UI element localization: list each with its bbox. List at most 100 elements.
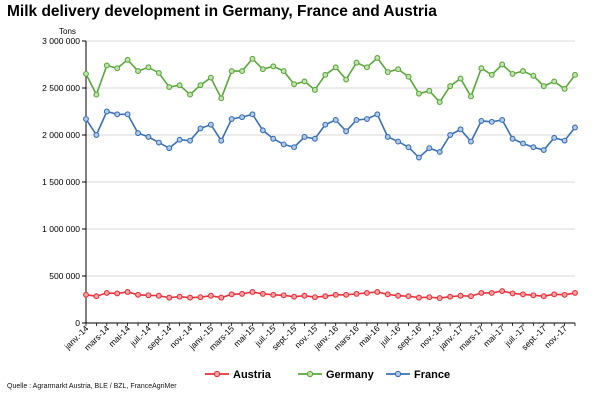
france-point xyxy=(540,147,547,153)
germany-point xyxy=(145,64,152,71)
austria-point xyxy=(124,289,131,295)
germany-point xyxy=(135,68,141,75)
y-tick-label: 500 000 xyxy=(49,271,80,281)
france-point xyxy=(197,125,204,132)
austria-point xyxy=(488,289,495,296)
austria-point xyxy=(540,293,547,300)
france-point xyxy=(114,111,121,118)
germany-point xyxy=(207,74,214,81)
germany-point xyxy=(551,78,558,85)
legend-label-austria: Austria xyxy=(233,369,272,381)
austria-point xyxy=(405,293,412,300)
austria-point xyxy=(176,293,183,300)
germany-point xyxy=(572,71,578,78)
france-point xyxy=(468,138,474,145)
austria-point xyxy=(145,292,152,299)
germany-point xyxy=(83,70,89,77)
germany-point xyxy=(468,93,474,100)
france-point xyxy=(447,132,454,138)
austria-point xyxy=(207,292,214,299)
france-point xyxy=(280,141,287,148)
france-point xyxy=(207,121,214,128)
austria-point xyxy=(395,292,402,299)
germany-point xyxy=(114,65,121,72)
austria-point xyxy=(103,289,110,296)
austria-point xyxy=(426,294,433,301)
x-tick-labels: janv.-14mars-14mai-14juil.-14sept.-14nov… xyxy=(62,323,569,352)
germany-point xyxy=(415,90,422,97)
france-point xyxy=(415,154,422,161)
x-tick-label: mai-17 xyxy=(481,323,507,349)
germany-point xyxy=(395,66,402,73)
austria-point xyxy=(322,293,329,300)
austria-point xyxy=(259,290,266,297)
y-tick-labels: 0 500 000 1 000 000 1 500 000 2 000 000 2 500… xyxy=(42,36,80,328)
austria-point xyxy=(93,293,100,300)
france-point xyxy=(93,132,100,138)
series-germany xyxy=(83,54,578,106)
germany-point xyxy=(197,82,204,89)
austria-point xyxy=(468,293,474,300)
austria-point xyxy=(270,291,277,298)
france-point xyxy=(520,140,526,147)
france-point xyxy=(488,118,495,125)
y-tick-label: 1 000 000 xyxy=(42,224,80,234)
austria-point xyxy=(166,294,173,301)
legend-swatch-marker xyxy=(394,370,402,378)
austria-point xyxy=(363,289,370,296)
austria-point xyxy=(197,294,204,301)
germany-point xyxy=(155,70,162,76)
germany-point xyxy=(291,81,298,88)
france-point xyxy=(572,124,578,131)
france-point xyxy=(353,117,360,123)
germany-point xyxy=(93,91,100,98)
france-point xyxy=(270,135,277,142)
austria-point xyxy=(291,293,298,300)
germany-point xyxy=(343,76,350,83)
x-tick-label: mai-15 xyxy=(231,323,257,349)
source-note: Quelle : Agrarmarkt Austria, BLE / BZL, … xyxy=(7,383,177,390)
france-point xyxy=(311,135,318,142)
germany-point xyxy=(311,86,318,93)
series-lines xyxy=(83,54,578,302)
legend-swatch-marker xyxy=(306,370,314,378)
france-point xyxy=(395,138,402,145)
france-point xyxy=(405,144,412,151)
austria-point xyxy=(280,292,287,299)
legend: Austria Germany France xyxy=(205,369,450,381)
france-point xyxy=(218,137,225,144)
france-point xyxy=(363,116,370,122)
austria-point xyxy=(83,291,89,298)
france-point xyxy=(374,111,381,118)
legend-label-germany: Germany xyxy=(326,369,375,381)
france-point xyxy=(426,145,433,152)
germany-point xyxy=(218,95,225,102)
austria-point xyxy=(509,290,516,297)
austria-point xyxy=(478,289,485,296)
germany-point xyxy=(520,68,526,75)
germany-point xyxy=(561,85,568,92)
germany-point xyxy=(436,99,443,106)
x-tick-label: nov.-17 xyxy=(542,323,569,350)
germany-point xyxy=(457,75,464,82)
germany-point xyxy=(447,83,454,90)
germany-point xyxy=(384,69,391,75)
austria-point xyxy=(353,290,360,297)
austria-point xyxy=(228,291,235,298)
y-tick-label: 1 500 000 xyxy=(42,177,80,187)
germany-point xyxy=(301,78,308,85)
france-point xyxy=(103,108,110,115)
germany-point xyxy=(530,72,537,79)
france-point xyxy=(322,121,329,128)
france-point xyxy=(343,128,350,135)
germany-point xyxy=(353,59,360,66)
austria-point xyxy=(249,289,256,295)
france-point xyxy=(436,148,443,155)
germany-point xyxy=(540,83,547,90)
austria-point xyxy=(239,290,246,297)
germany-point xyxy=(249,55,256,62)
austria-point xyxy=(436,295,443,302)
germany-point xyxy=(166,84,173,91)
france-point xyxy=(530,144,537,151)
